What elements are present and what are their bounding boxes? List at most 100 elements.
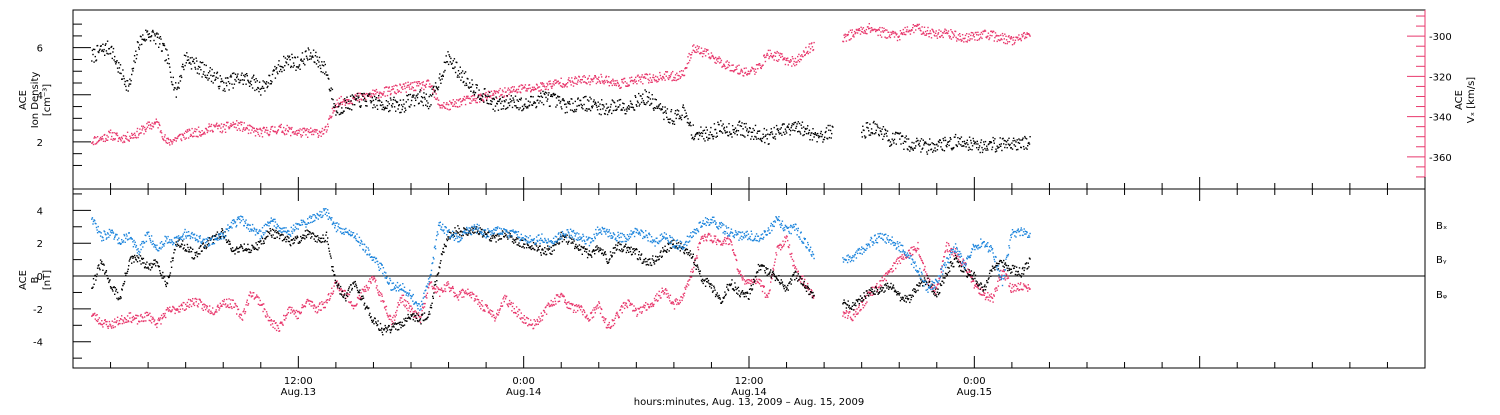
series-vx-point bbox=[406, 91, 407, 92]
series-bz-point bbox=[290, 312, 291, 313]
series-density-point bbox=[215, 79, 216, 80]
series-density-point bbox=[721, 125, 722, 126]
series-vx-point bbox=[761, 66, 762, 67]
series-density-point bbox=[380, 105, 381, 106]
series-bx-point bbox=[249, 249, 250, 250]
series-vx-point bbox=[448, 104, 449, 105]
series-vx-point bbox=[659, 79, 660, 80]
series-density-point bbox=[987, 148, 988, 149]
series-vx-point bbox=[115, 138, 116, 139]
series-vx-point bbox=[988, 33, 989, 34]
series-vx-point bbox=[538, 86, 539, 87]
series-density-point bbox=[498, 101, 499, 102]
series-bz-point bbox=[730, 239, 731, 240]
series-vx-point bbox=[801, 54, 802, 55]
bottom-left-tick-label: 4 bbox=[37, 206, 43, 217]
series-vx-point bbox=[1010, 38, 1011, 39]
series-bz-point bbox=[1009, 286, 1010, 287]
series-density-point bbox=[94, 49, 95, 50]
series-density-point bbox=[879, 128, 880, 129]
series-density-point bbox=[210, 67, 211, 68]
series-vx-point bbox=[683, 70, 684, 71]
series-bx-point bbox=[95, 279, 96, 280]
series-vx-point bbox=[302, 135, 303, 136]
series-vx-point bbox=[435, 98, 436, 99]
series-vx-point bbox=[396, 85, 397, 86]
series-vx-point bbox=[106, 139, 107, 140]
series-density-point bbox=[698, 132, 699, 133]
series-vx-point bbox=[445, 108, 446, 109]
series-bz-point bbox=[370, 281, 371, 282]
series-density-point bbox=[679, 115, 680, 116]
series-density-point bbox=[433, 86, 434, 87]
series-vx-point bbox=[429, 83, 430, 84]
series-bz-point bbox=[406, 308, 407, 309]
series-vx-point bbox=[504, 95, 505, 96]
series-density-point bbox=[346, 102, 347, 103]
series-density-point bbox=[752, 132, 753, 133]
series-density-point bbox=[785, 130, 786, 131]
series-vx-point bbox=[757, 68, 758, 69]
series-density-point bbox=[419, 91, 420, 92]
series-vx-point bbox=[503, 97, 504, 98]
series-density-point bbox=[400, 112, 401, 113]
series-vx-point bbox=[731, 70, 732, 71]
series-vx-point bbox=[511, 87, 512, 88]
series-bz-point bbox=[737, 269, 738, 270]
series-vx-point bbox=[447, 108, 448, 109]
series-density-point bbox=[877, 127, 878, 128]
series-vx-point bbox=[329, 115, 330, 116]
series-bz-point bbox=[852, 320, 853, 321]
series-bz-point bbox=[1019, 284, 1020, 285]
series-density-point bbox=[683, 107, 684, 108]
series-density-point bbox=[552, 96, 553, 97]
series-vx-point bbox=[411, 88, 412, 89]
series-vx-point bbox=[331, 117, 332, 118]
series-density-point bbox=[588, 108, 589, 109]
series-bz-point bbox=[610, 328, 611, 329]
series-vx-point bbox=[1001, 39, 1002, 40]
series-vx-point bbox=[870, 30, 871, 31]
series-bz-point bbox=[654, 298, 655, 299]
series-bz-point bbox=[1018, 283, 1019, 284]
series-density-point bbox=[907, 149, 908, 150]
series-bz-point bbox=[140, 314, 141, 315]
series-bz-point bbox=[365, 289, 366, 290]
series-vx-point bbox=[1004, 34, 1005, 35]
series-vx-point bbox=[653, 77, 654, 78]
series-density-point bbox=[506, 108, 507, 109]
series-density-point bbox=[407, 99, 408, 100]
series-vx-point bbox=[547, 84, 548, 85]
series-density-point bbox=[942, 149, 943, 150]
series-bz-point bbox=[237, 306, 238, 307]
series-density-point bbox=[819, 136, 820, 137]
series-bz-point bbox=[429, 284, 430, 285]
series-vx-point bbox=[396, 93, 397, 94]
series-vx-point bbox=[485, 92, 486, 93]
series-density-point bbox=[395, 100, 396, 101]
series-density-point bbox=[598, 102, 599, 103]
series-density-point bbox=[702, 133, 703, 134]
series-density-point bbox=[927, 153, 928, 154]
series-bz-point bbox=[281, 322, 282, 323]
series-density-point bbox=[232, 73, 233, 74]
series-density-point bbox=[219, 86, 220, 87]
series-density-point bbox=[642, 98, 643, 99]
series-vx-point bbox=[740, 70, 741, 71]
series-density-point bbox=[281, 66, 282, 67]
series-vx-point bbox=[334, 110, 335, 111]
series-density-point bbox=[655, 108, 656, 109]
series-bz-point bbox=[267, 313, 268, 314]
series-density-point bbox=[99, 50, 100, 51]
series-bz-point bbox=[156, 327, 157, 328]
series-bz-point bbox=[122, 323, 123, 324]
series-vx-point bbox=[490, 95, 491, 96]
series-vx-point bbox=[754, 74, 755, 75]
series-vx-point bbox=[550, 83, 551, 84]
series-vx-point bbox=[512, 90, 513, 91]
series-bz-point bbox=[359, 295, 360, 296]
series-density-point bbox=[1012, 148, 1013, 149]
series-density-point bbox=[217, 72, 218, 73]
series-vx-point bbox=[611, 80, 612, 81]
series-vx-point bbox=[774, 59, 775, 60]
